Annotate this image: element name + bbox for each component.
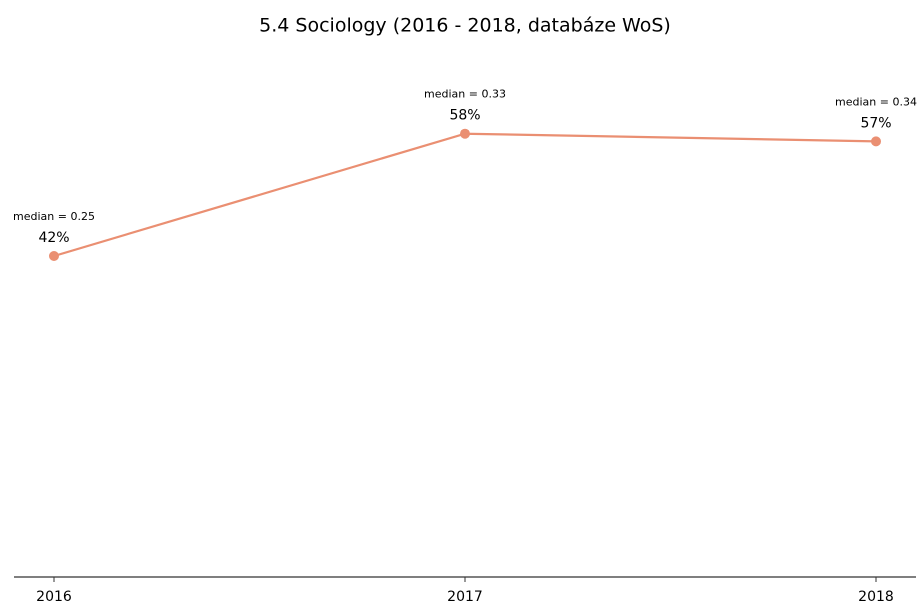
annotation: median = 0.25 [13,210,95,223]
x-tick-label: 2018 [858,589,894,605]
value-label: 42% [38,230,69,246]
annotation: median = 0.33 [424,88,506,101]
x-tick-label: 2016 [36,589,72,605]
point [460,128,470,139]
value-label: 57% [860,115,891,131]
point [49,251,59,261]
value-label: 58% [449,108,480,124]
x-tick-label: 2017 [447,589,483,605]
chart-title: 5.4 Sociology (2016 - 2018, databáze WoS… [259,15,671,37]
annotation: median = 0.34 [835,95,917,108]
line [53,132,877,258]
point [871,136,881,147]
